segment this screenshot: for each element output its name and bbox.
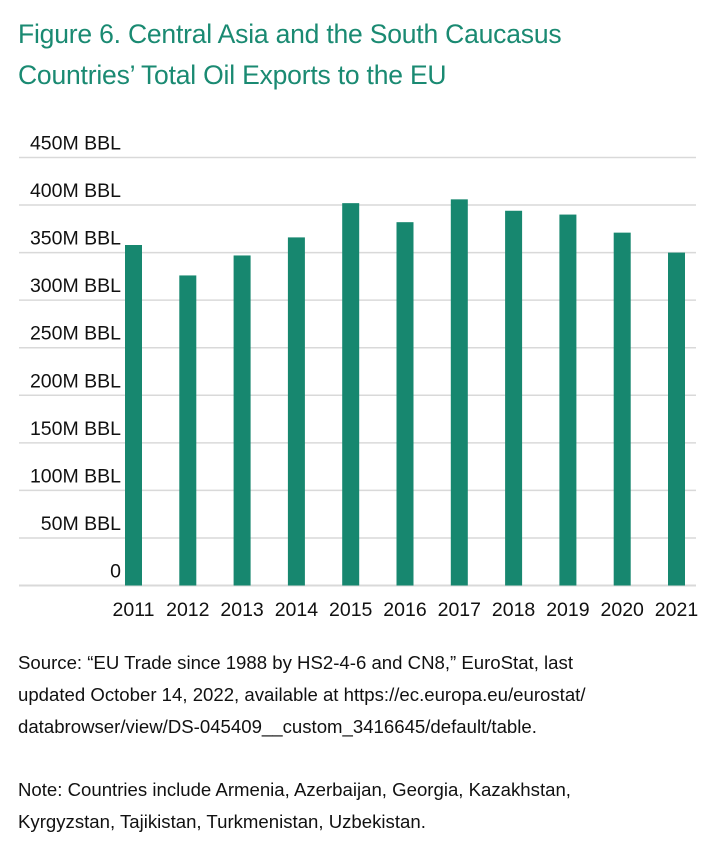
x-tick-label: 2014 bbox=[275, 599, 319, 621]
bar-chart: 0 50M BBL 100M BBL 150M BBL 200M BBL 250M BBL… bbox=[19, 133, 698, 621]
y-tick-label: 0 bbox=[110, 561, 121, 583]
note-text: Note: Countries include Armenia, Azerbai… bbox=[18, 774, 571, 838]
y-tick-label: 400M BBL bbox=[30, 180, 121, 202]
y-tick-label: 100M BBL bbox=[30, 465, 121, 487]
bar-2014 bbox=[287, 237, 305, 586]
note-line: Note: Countries include Armenia, Azerbai… bbox=[18, 779, 571, 800]
x-tick-label: 2017 bbox=[438, 599, 481, 621]
bar-2016 bbox=[396, 222, 414, 586]
bar-2011 bbox=[125, 245, 142, 586]
x-tick-label: 2015 bbox=[329, 599, 373, 621]
bar-2019 bbox=[559, 214, 577, 586]
bar-2020 bbox=[613, 232, 631, 586]
bar-2012 bbox=[179, 275, 197, 586]
x-tick-label: 2021 bbox=[655, 599, 698, 621]
x-tick-label: 2013 bbox=[220, 599, 263, 621]
bar-2015 bbox=[342, 203, 360, 586]
bar-2018 bbox=[505, 210, 523, 586]
y-tick-label: 350M BBL bbox=[30, 228, 121, 250]
source-line: updated October 14, 2022, available at h… bbox=[18, 684, 586, 705]
x-tick-label: 2018 bbox=[492, 599, 535, 621]
y-tick-label: 150M BBL bbox=[30, 418, 121, 440]
note-line: Kyrgyzstan, Tajikistan, Turkmenistan, Uz… bbox=[18, 811, 426, 832]
y-tick-label: 300M BBL bbox=[30, 275, 121, 297]
source-text: Source: “EU Trade since 1988 by HS2-4-6 … bbox=[18, 647, 586, 743]
bar-2021 bbox=[668, 252, 685, 586]
y-tick-label: 450M BBL bbox=[30, 133, 121, 155]
y-tick-label: 250M BBL bbox=[30, 323, 121, 345]
x-tick-label: 2012 bbox=[166, 599, 209, 621]
y-tick-label: 200M BBL bbox=[30, 370, 121, 392]
x-tick-label: 2016 bbox=[383, 599, 426, 621]
x-tick-label: 2011 bbox=[113, 599, 155, 621]
chart-title-line-1: Figure 6. Central Asia and the South Cau… bbox=[18, 19, 562, 49]
source-line: Source: “EU Trade since 1988 by HS2-4-6 … bbox=[18, 652, 573, 673]
x-tick-label: 2020 bbox=[601, 599, 645, 621]
x-tick-label: 2019 bbox=[546, 599, 589, 621]
y-tick-label: 50M BBL bbox=[41, 513, 121, 535]
bar-2017 bbox=[450, 199, 468, 586]
chart-title: Figure 6. Central Asia and the South Cau… bbox=[18, 14, 562, 96]
source-line: databrowser/view/DS-045409__custom_34166… bbox=[18, 716, 537, 737]
bar-2013 bbox=[233, 255, 251, 586]
chart-title-line-2: Countries’ Total Oil Exports to the EU bbox=[18, 60, 447, 90]
